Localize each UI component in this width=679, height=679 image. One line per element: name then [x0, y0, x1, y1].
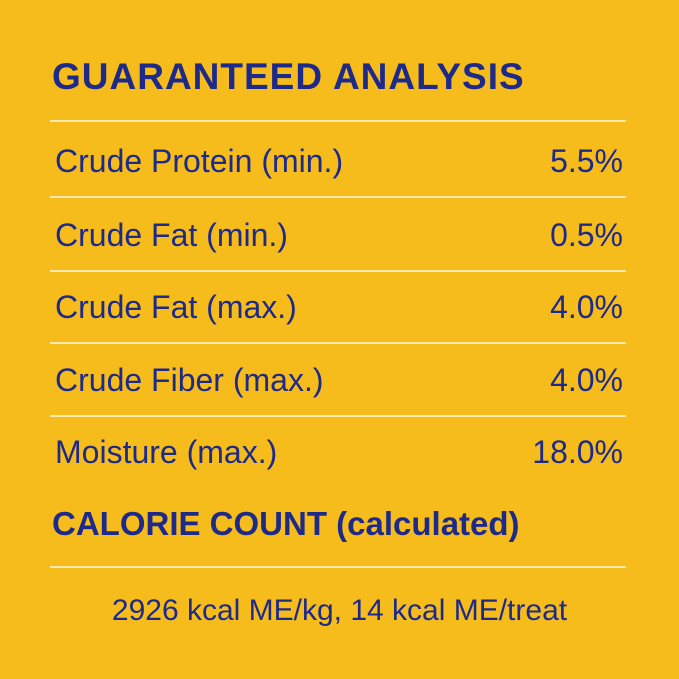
calorie-title: CALORIE COUNT (calculated): [52, 505, 520, 542]
nutrient-value: 5.5%: [550, 143, 623, 179]
section-title: GUARANTEED ANALYSIS: [52, 56, 525, 97]
nutrient-label: Crude Protein (min.): [55, 143, 344, 179]
divider: [50, 270, 626, 272]
divider: [50, 120, 626, 122]
analysis-row: Crude Fiber (max.) 4.0%: [55, 360, 623, 400]
divider: [50, 415, 626, 417]
calorie-text: 2926 kcal ME/kg, 14 kcal ME/treat: [111, 594, 568, 627]
nutrient-value: 4.0%: [550, 362, 623, 398]
nutrient-label: Crude Fat (max.): [55, 289, 297, 325]
analysis-row: Moisture (max.) 18.0%: [55, 432, 623, 472]
nutrient-value: 4.0%: [550, 289, 623, 325]
nutrient-value: 18.0%: [532, 434, 623, 470]
analysis-row: Crude Protein (min.) 5.5%: [55, 141, 623, 181]
nutrient-label: Crude Fat (min.): [55, 217, 288, 253]
nutrient-label: Moisture (max.): [55, 434, 278, 470]
divider: [50, 196, 626, 198]
analysis-row: Crude Fat (min.) 0.5%: [55, 215, 623, 255]
nutrient-value: 0.5%: [550, 217, 623, 253]
analysis-row: Crude Fat (max.) 4.0%: [55, 287, 623, 327]
divider: [50, 342, 626, 344]
nutrient-label: Crude Fiber (max.): [55, 362, 324, 398]
divider: [50, 566, 626, 568]
